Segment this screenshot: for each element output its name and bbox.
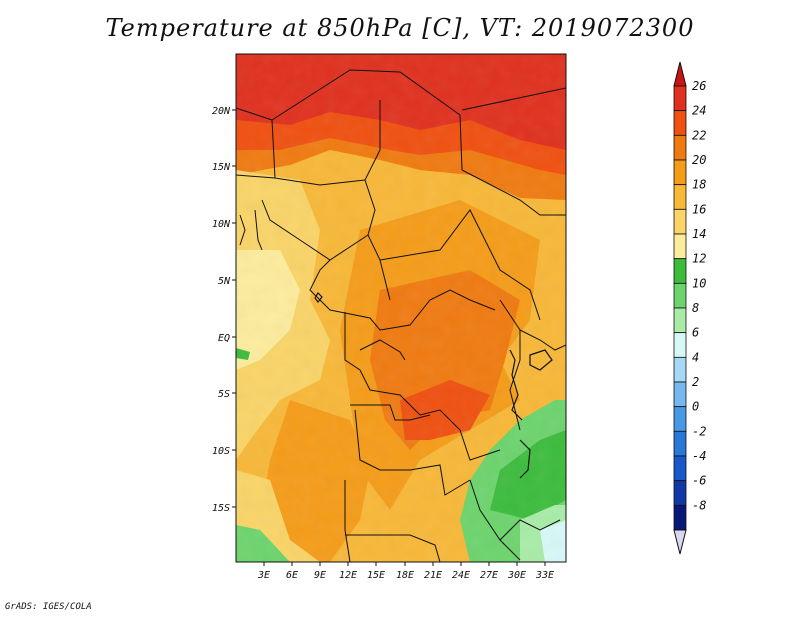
colorbar-swatch [673,504,687,531]
colorbar-label: -8 [692,498,706,512]
colorbar-label: 0 [692,400,699,414]
colorbar-label: 6 [692,326,699,340]
colorbar-swatch [673,430,687,457]
longitude-axis: 3E 6E 9E 12E 15E 18E 21E 24E 27E 30E 33E [257,562,554,581]
lon-label: 9E [314,570,326,581]
lat-label: 10S [212,446,230,457]
colorbar-swatch [673,134,687,161]
lon-label: 24E [452,570,470,581]
colorbar-swatch [673,159,687,186]
lon-label: 21E [424,570,442,581]
colorbar-swatch [673,282,687,309]
colorbar-swatch [673,480,687,506]
lat-label: 15N [212,162,231,173]
lon-label: 6E [286,570,298,581]
colorbar-label: 12 [692,252,706,266]
map-title: Temperature at 850hPa [C], VT: 201907230… [105,14,695,42]
colorbar-swatch [673,184,687,210]
lon-label: 27E [480,570,498,581]
colorbar-label: 16 [692,202,706,216]
colorbar-swatch [673,233,687,260]
colorbar-swatch [673,85,687,112]
colorbar-label: 10 [692,276,706,290]
colorbar-label: -2 [692,424,706,438]
colorbar-swatch [673,307,687,334]
temperature-field [236,54,566,562]
lat-label: 20N [212,106,231,117]
colorbar-label: 26 [692,79,706,93]
lon-label: 33E [535,570,554,581]
lon-label: 12E [339,570,357,581]
colorbar-label: 2 [692,375,699,389]
colorbar-label: -6 [692,474,706,488]
colorbar-swatch [673,258,687,284]
colorbar-swatch [673,406,687,432]
latitude-axis: 20N 15N 10N 5N EQ 5S 10S 15S [212,106,236,514]
colorbar-swatch [673,381,687,408]
colorbar-swatch [673,208,687,235]
lat-label: 5N [218,276,231,287]
colorbar-label: -4 [692,449,706,463]
map-frame [235,53,567,563]
colorbar-swatch [673,332,687,358]
colorbar-swatch [673,356,687,383]
lon-label: 3E [257,570,270,581]
country-borders [236,69,566,562]
lon-label: 15E [367,570,385,581]
colorbar-label: 22 [692,128,706,142]
colorbar-swatch [673,455,687,482]
colorbar-label: 8 [692,301,699,315]
lat-label: 10N [212,219,231,230]
lat-label: EQ [218,333,230,344]
lon-label: 30E [507,570,526,581]
colorbar-label: 24 [692,104,706,118]
colorbar-label: 14 [692,227,706,241]
lake-outlines [314,292,553,479]
colorbar-label: 20 [692,153,706,167]
colorbar-top-arrow [673,61,687,87]
colorbar-label: 4 [692,350,699,364]
lat-label: 5S [218,389,230,400]
grads-credit: GrADS: IGES/COLA [5,602,92,612]
lat-label: 15S [212,503,230,514]
lon-label: 18E [396,570,414,581]
colorbar-label: 18 [692,178,706,192]
colorbar-bottom-arrow [673,529,687,555]
colorbar-swatch [673,110,687,136]
